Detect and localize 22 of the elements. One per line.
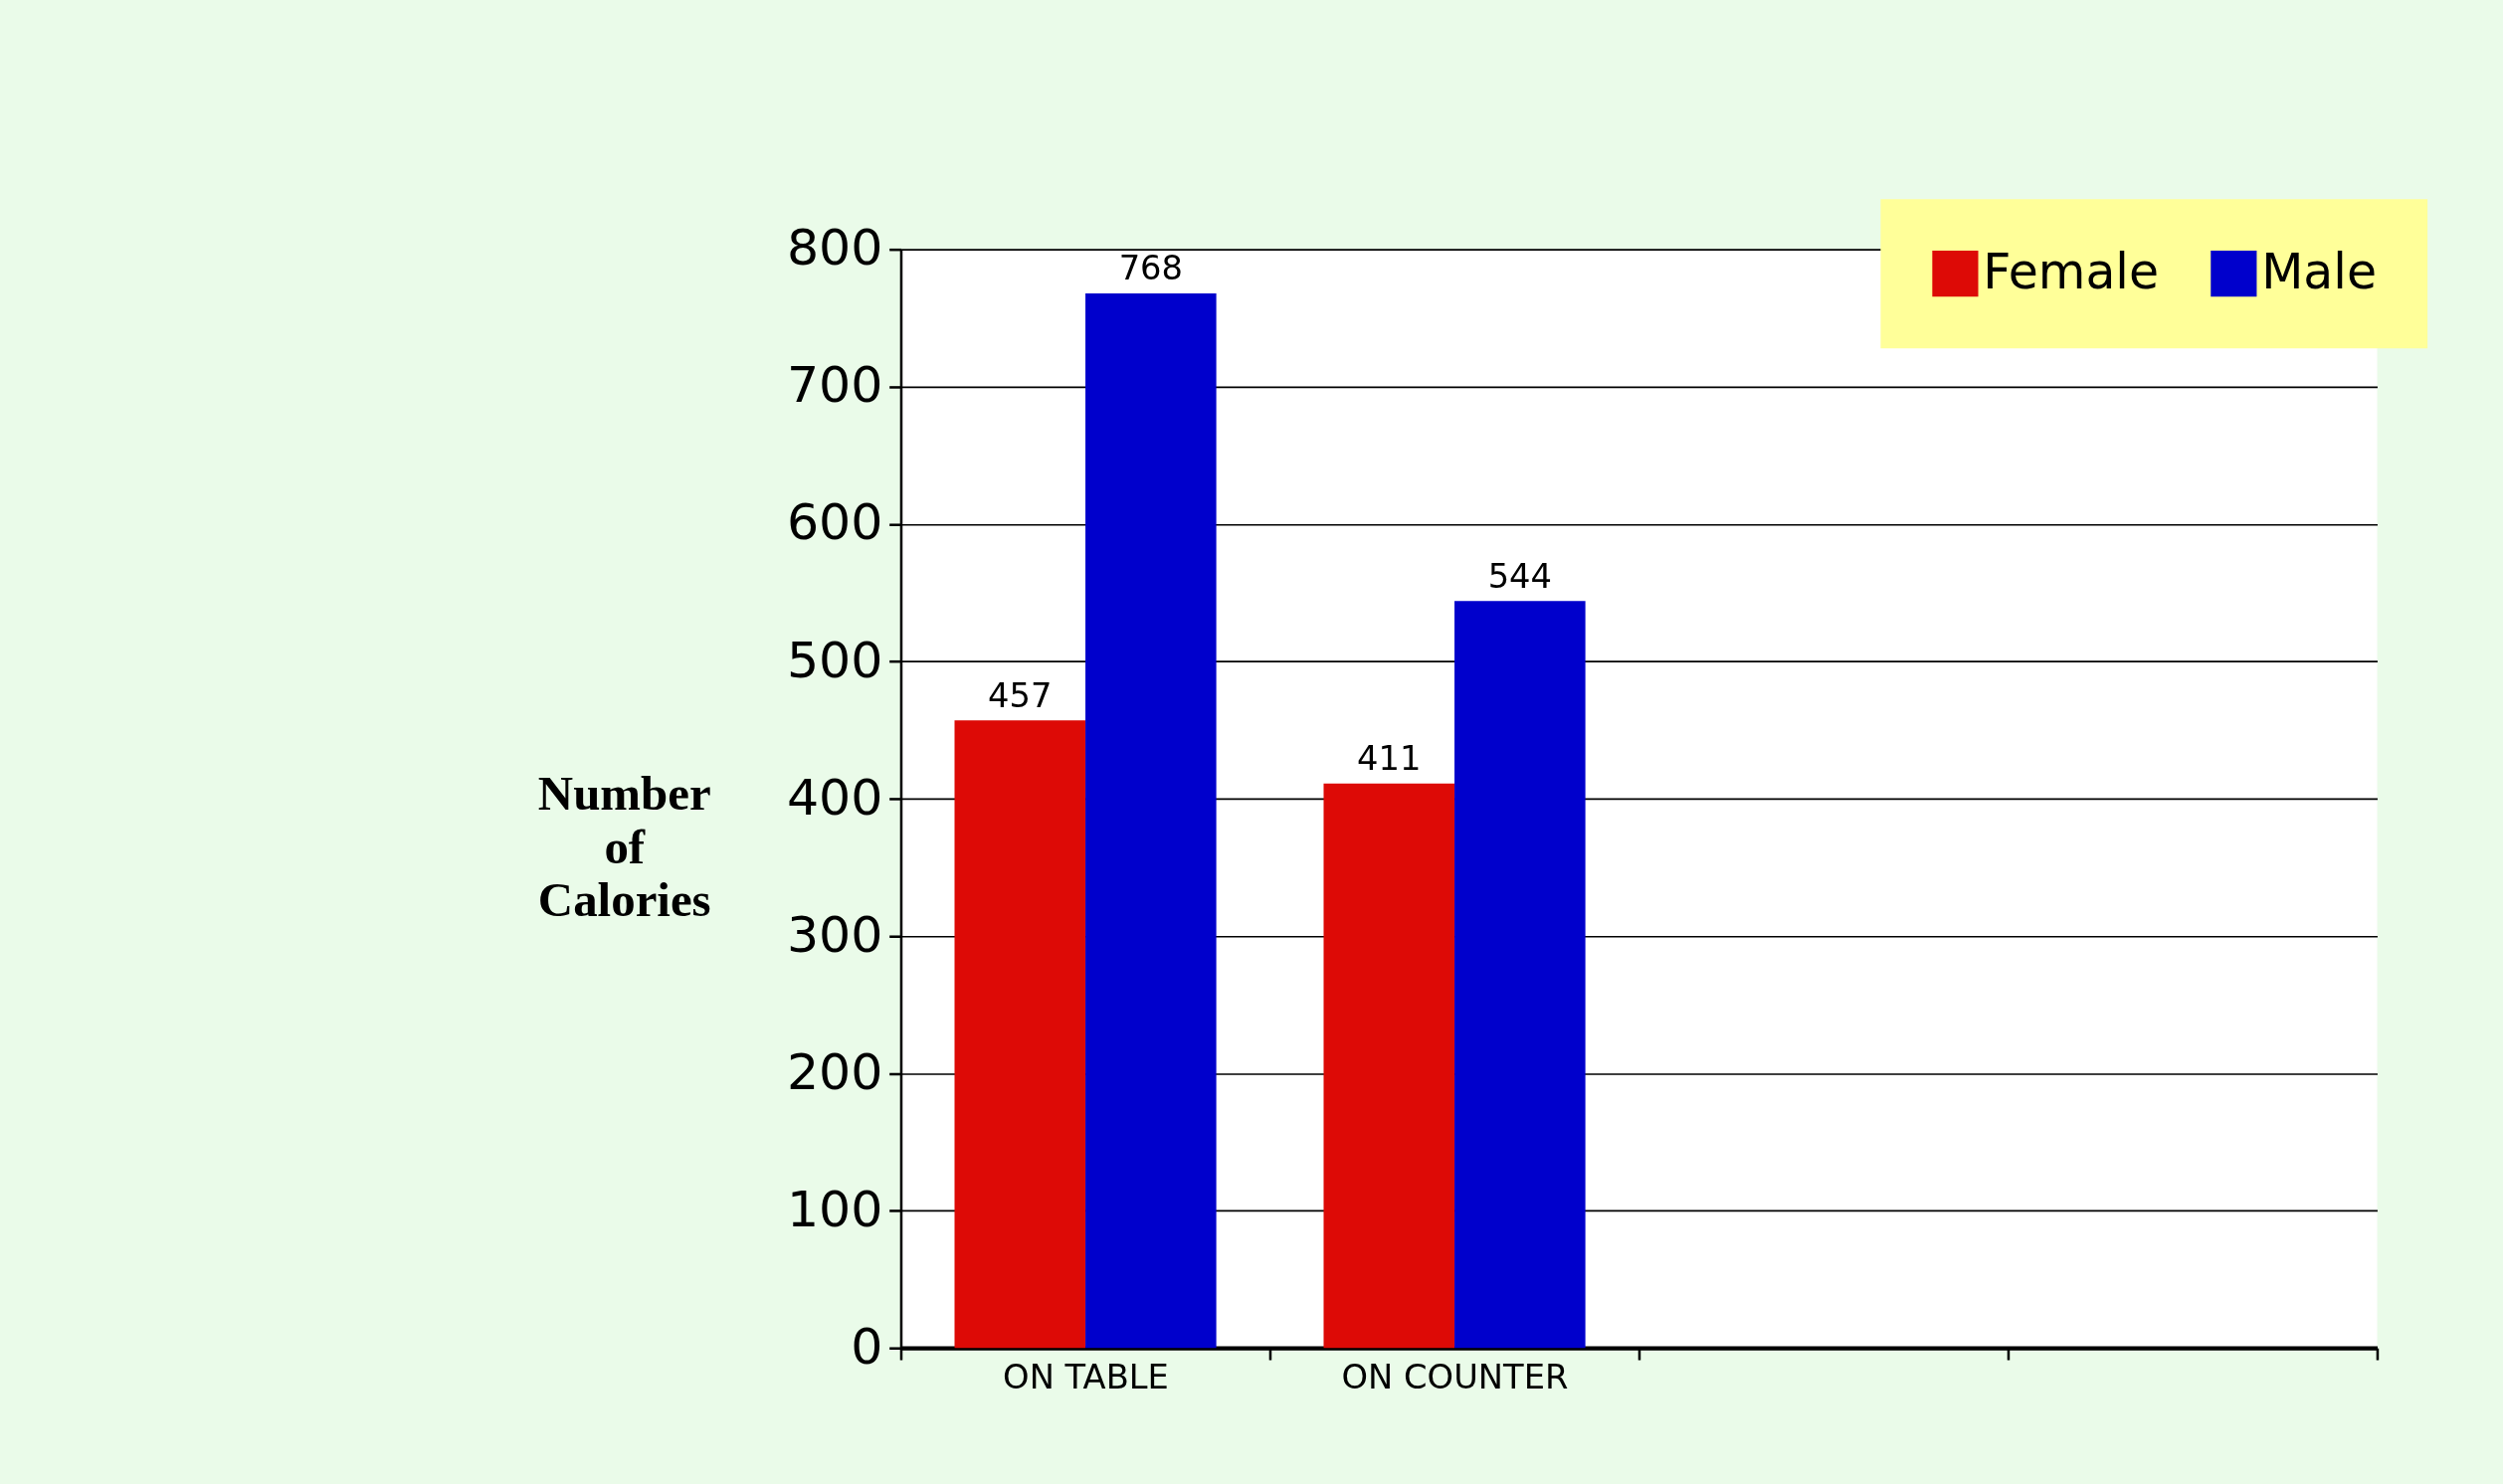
bar bbox=[1454, 601, 1586, 1349]
y-tick-label: 300 bbox=[786, 904, 883, 964]
y-tick-label: 500 bbox=[786, 630, 883, 689]
y-axis-title: Number of Calories bbox=[537, 765, 711, 928]
y-tick-label: 800 bbox=[786, 218, 883, 278]
y-tick-label: 700 bbox=[786, 355, 883, 415]
data-label: 457 bbox=[988, 675, 1053, 715]
bar bbox=[954, 720, 1086, 1349]
bar bbox=[1085, 292, 1217, 1349]
data-label: 768 bbox=[1118, 249, 1184, 288]
data-label: 544 bbox=[1487, 556, 1552, 596]
legend-label: Male bbox=[2261, 243, 2377, 300]
bar bbox=[1323, 783, 1455, 1349]
y-tick-label: 200 bbox=[786, 1041, 883, 1101]
y-tick-label: 100 bbox=[786, 1179, 883, 1238]
y-tick-label: 600 bbox=[786, 492, 883, 552]
x-tick-label: ON COUNTER bbox=[1341, 1358, 1569, 1397]
y-tick-label: 400 bbox=[786, 767, 883, 827]
y-tick-label: 0 bbox=[851, 1316, 883, 1376]
data-label: 411 bbox=[1357, 739, 1422, 779]
x-tick-label: ON TABLE bbox=[1003, 1358, 1169, 1397]
legend-label: Female bbox=[1983, 243, 2160, 300]
